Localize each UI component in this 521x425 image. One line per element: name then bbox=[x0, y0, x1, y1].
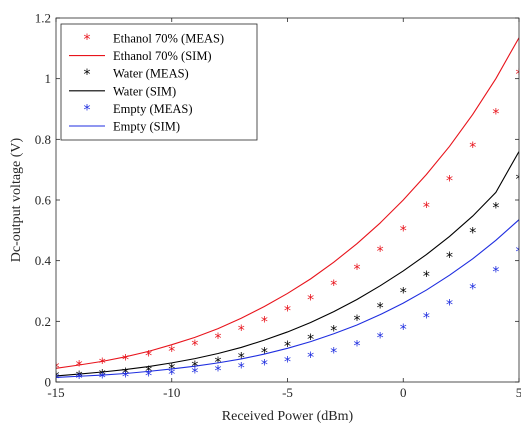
data-point-empty-meas: * bbox=[76, 371, 83, 387]
x-tick-label: -15 bbox=[47, 385, 64, 400]
data-point-empty-meas: * bbox=[516, 245, 521, 261]
y-tick-label: 0.2 bbox=[35, 314, 51, 329]
data-point-ethanol-70-meas: * bbox=[284, 304, 291, 320]
data-point-ethanol-70-meas: * bbox=[261, 314, 268, 330]
y-tick-label: 0.8 bbox=[35, 132, 51, 147]
legend-box bbox=[60, 23, 258, 141]
data-point-empty-meas: * bbox=[168, 367, 175, 383]
legend-entry-label: Empty (SIM) bbox=[113, 120, 180, 134]
plot-area: * * * * * * * ************** * * * * * * * * * * *********… bbox=[53, 37, 521, 387]
data-point-empty-meas: * bbox=[400, 322, 407, 338]
data-point-empty-meas: * bbox=[238, 361, 245, 377]
data-point-ethanol-70-meas: * bbox=[191, 338, 198, 354]
y-tick-label: 1 bbox=[45, 71, 52, 86]
data-point-empty-meas: * bbox=[307, 350, 314, 366]
data-point-ethanol-70-meas: * bbox=[76, 359, 83, 375]
data-point-water-meas: * bbox=[284, 339, 291, 355]
y-tick-label: 0 bbox=[45, 375, 52, 390]
data-point-water-meas: * bbox=[330, 323, 337, 339]
data-point-ethanol-70-meas: * bbox=[215, 331, 222, 347]
data-point-ethanol-70-meas: * bbox=[99, 356, 106, 372]
x-tick-label: 5 bbox=[516, 385, 521, 400]
data-point-ethanol-70-meas: * bbox=[423, 200, 430, 216]
axes: -15 -10 -5 0 5 0 0.2 0.4 0.6 0.8 1 1.2 bbox=[35, 11, 521, 401]
data-point-empty-meas: * bbox=[191, 366, 198, 382]
y-tick-label: 0.4 bbox=[35, 253, 52, 268]
legend-marker-swatch: * bbox=[84, 102, 91, 118]
data-point-water-meas: * bbox=[423, 269, 430, 285]
data-point-water-meas: * bbox=[145, 364, 152, 380]
data-point-empty-meas: * bbox=[446, 298, 453, 314]
data-point-empty-meas: * bbox=[469, 282, 476, 298]
data-point-water-meas: * bbox=[191, 359, 198, 375]
data-point-ethanol-70-meas: * bbox=[377, 244, 384, 260]
x-tick-label: -5 bbox=[282, 385, 293, 400]
data-point-empty-meas: * bbox=[492, 264, 499, 280]
data-point-empty-meas: * bbox=[377, 330, 384, 346]
x-tick-label: -10 bbox=[163, 385, 180, 400]
data-point-ethanol-70-meas: * bbox=[238, 323, 245, 339]
data-point-empty-meas: * bbox=[353, 339, 360, 355]
data-point-ethanol-70-meas: * bbox=[330, 278, 337, 294]
data-point-water-meas: * bbox=[469, 225, 476, 241]
data-point-ethanol-70-meas: * bbox=[353, 262, 360, 278]
data-point-ethanol-70-meas: * bbox=[53, 361, 60, 377]
data-point-water-meas: * bbox=[516, 172, 521, 188]
data-point-empty-meas: * bbox=[261, 357, 268, 373]
data-point-water-meas: * bbox=[446, 250, 453, 266]
data-point-empty-meas: * bbox=[99, 370, 106, 386]
y-tick-label: 1.2 bbox=[35, 11, 51, 26]
data-point-ethanol-70-meas: * bbox=[469, 140, 476, 156]
series-line-water-sim bbox=[56, 151, 519, 377]
data-point-ethanol-70-meas: * bbox=[145, 349, 152, 365]
data-point-water-meas: * bbox=[492, 201, 499, 217]
data-point-ethanol-70-meas: * bbox=[400, 223, 407, 239]
legend-entry-label: Ethanol 70% (MEAS) bbox=[113, 32, 224, 46]
data-point-empty-meas: * bbox=[330, 345, 337, 361]
legend: * Ethanol 70% (MEAS) Ethanol 70% (SIM) * Wat… bbox=[60, 23, 258, 141]
data-point-ethanol-70-meas: * bbox=[492, 107, 499, 123]
data-point-water-meas: * bbox=[400, 286, 407, 302]
data-point-water-meas: * bbox=[353, 313, 360, 329]
legend-entry-label: Empty (MEAS) bbox=[113, 102, 193, 116]
data-point-ethanol-70-meas: * bbox=[168, 344, 175, 360]
data-point-ethanol-70-meas: * bbox=[516, 67, 521, 83]
data-point-ethanol-70-meas: * bbox=[122, 352, 129, 368]
data-point-empty-meas: * bbox=[423, 311, 430, 327]
series-line-ethanol-70-sim bbox=[56, 37, 519, 369]
data-point-empty-meas: * bbox=[215, 363, 222, 379]
data-point-empty-meas: * bbox=[53, 371, 60, 387]
data-point-ethanol-70-meas: * bbox=[446, 173, 453, 189]
data-point-water-meas: * bbox=[76, 369, 83, 385]
data-point-empty-meas: * bbox=[284, 354, 291, 370]
legend-entry-label: Ethanol 70% (SIM) bbox=[113, 49, 212, 63]
data-point-ethanol-70-meas: * bbox=[307, 292, 314, 308]
legend-marker-swatch: * bbox=[84, 32, 91, 48]
y-tick-label: 0.6 bbox=[35, 193, 52, 208]
x-tick-label: 0 bbox=[400, 385, 407, 400]
x-axis-label: Received Power (dBm) bbox=[222, 409, 354, 424]
data-point-empty-meas: * bbox=[145, 368, 152, 384]
data-point-water-meas: * bbox=[377, 301, 384, 317]
legend-entry-label: Water (MEAS) bbox=[113, 67, 189, 81]
legend-entry-label: Water (SIM) bbox=[113, 84, 176, 98]
data-point-empty-meas: * bbox=[122, 370, 129, 386]
data-point-water-meas: * bbox=[168, 362, 175, 378]
data-point-water-meas: * bbox=[307, 332, 314, 348]
y-axis-label: Dc-output voltage (V) bbox=[9, 137, 24, 262]
legend-marker-swatch: * bbox=[84, 67, 91, 83]
series-line-empty-sim bbox=[56, 219, 519, 378]
